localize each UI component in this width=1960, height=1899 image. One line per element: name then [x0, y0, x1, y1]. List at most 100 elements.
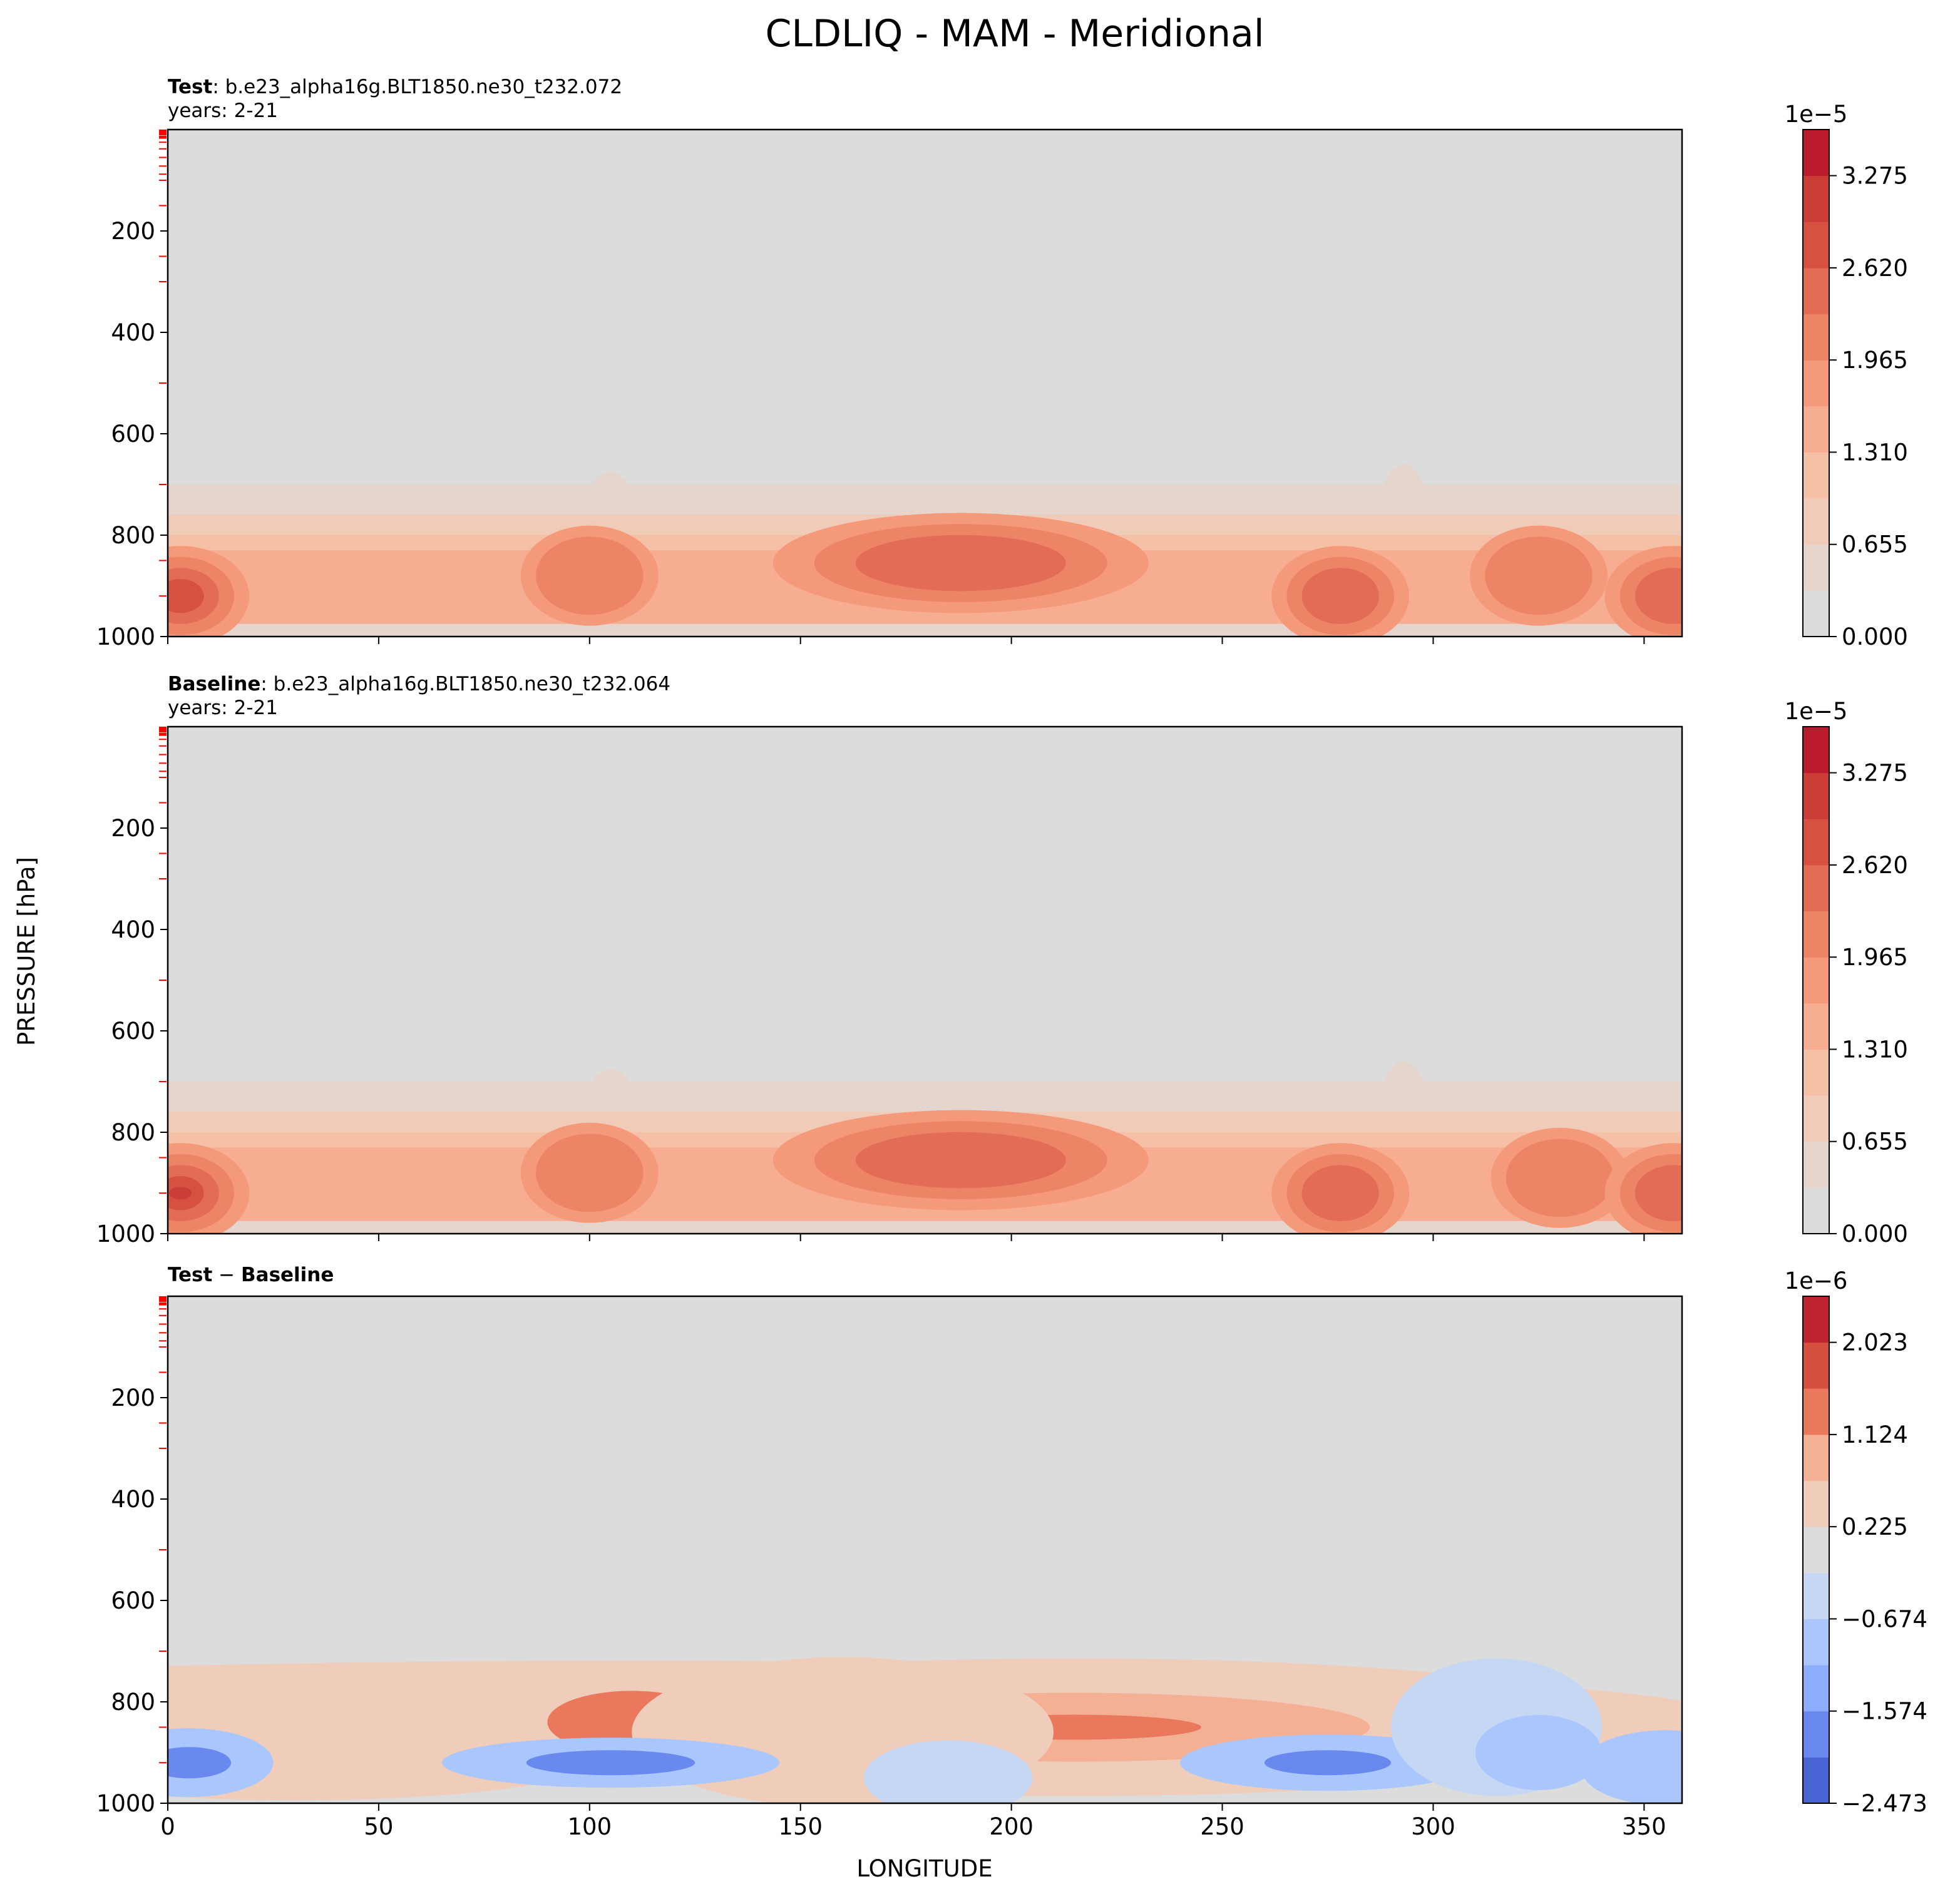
colorbar-tick-label: 0.655 — [1842, 531, 1908, 558]
colorbar-level — [1803, 590, 1829, 637]
colorbar-tick-label: 0.000 — [1842, 1221, 1908, 1247]
colorbar-frame — [1802, 1296, 1830, 1804]
contour-blob — [1475, 1715, 1602, 1790]
y-tick-label: 1000 — [96, 623, 155, 650]
colorbar-level — [1803, 175, 1829, 222]
contour-blob — [1264, 1750, 1392, 1776]
contour-band — [168, 623, 1682, 637]
colorbar-tick-label: 0.000 — [1842, 623, 1908, 650]
plot-frame — [167, 128, 1683, 638]
contour-blob — [1634, 568, 1682, 624]
colorbar-level — [1803, 130, 1829, 177]
colorbar-level — [1803, 1757, 1829, 1804]
x-tick-label: 100 — [568, 1813, 612, 1840]
colorbar-frame — [1802, 129, 1830, 637]
contour-peak — [585, 471, 636, 495]
panel-label-bold2: Baseline — [241, 1264, 334, 1286]
colorbar-level — [1803, 498, 1829, 545]
colorbar-level — [1803, 957, 1829, 1004]
x-tick-label: 200 — [989, 1813, 1034, 1840]
colorbar-diff: −2.473 −1.574 −0.674 0.225 1.124 2.023 1e−6 — [1785, 1267, 1927, 1817]
colorbar-level — [1803, 1049, 1829, 1096]
contour-blob — [1634, 1165, 1682, 1221]
x-tick-label: 300 — [1411, 1813, 1455, 1840]
plot-frame — [167, 725, 1683, 1235]
panel-title: Test − Baseline — [168, 1264, 334, 1286]
colorbar-tick-label: 1.965 — [1842, 944, 1908, 971]
panel-label-rest: : b.e23_alpha16g.BLT1850.ne30_t232.072 — [212, 76, 622, 98]
colorbar-tick-label: 0.655 — [1842, 1129, 1908, 1155]
colorbar-level — [1803, 1434, 1829, 1482]
colorbar-exponent: 1e−5 — [1785, 698, 1848, 725]
y-tick-label: 400 — [111, 319, 155, 346]
panel-label-rest: : b.e23_alpha16g.BLT1850.ne30_t232.064 — [260, 673, 670, 695]
y-tick-label: 400 — [111, 1486, 155, 1513]
x-tick-label: 350 — [1622, 1813, 1666, 1840]
y-tick-label: 400 — [111, 916, 155, 943]
y-tick-label: 1000 — [96, 1790, 155, 1817]
colorbar-baseline: 0.000 0.655 1.310 1.965 2.620 3.275 1e−5 — [1785, 698, 1908, 1247]
plot-frame — [167, 1295, 1683, 1804]
y-tick-label: 1000 — [96, 1221, 155, 1247]
colorbar-level — [1803, 544, 1829, 591]
y-tick-label: 800 — [111, 522, 155, 549]
contour-blob — [1506, 1139, 1614, 1217]
contour-blob — [168, 1725, 590, 1801]
colorbar-exponent: 1e−5 — [1785, 101, 1848, 128]
y-tick-label: 600 — [111, 421, 155, 448]
colorbar-level — [1803, 267, 1829, 315]
colorbar-level — [1803, 727, 1829, 774]
colorbar-level — [1803, 406, 1829, 453]
colorbar-tick-label: 0.225 — [1842, 1513, 1908, 1540]
y-tick-label: 200 — [111, 1385, 155, 1411]
panel-years: years: 2-21 — [168, 100, 278, 122]
contour-field — [168, 130, 1682, 637]
contour-blob — [536, 1134, 644, 1212]
x-tick-label: 50 — [364, 1813, 393, 1840]
colorbar-level — [1803, 360, 1829, 407]
contour-peak — [1378, 1061, 1429, 1092]
panel-label-bold: Baseline — [168, 673, 260, 695]
panel-test: 200 400 600 800 1000 Test: b.e23_alpha16g.BLT… — [96, 76, 1908, 650]
colorbar-level — [1803, 1388, 1829, 1435]
colorbar-level — [1803, 1711, 1829, 1758]
y-tick-label: 600 — [111, 1018, 155, 1045]
y-tick-label: 200 — [111, 218, 155, 245]
colorbar-tick-label: −2.473 — [1842, 1790, 1927, 1817]
contour-blob — [168, 1747, 232, 1779]
colorbar-tick-label: 1.965 — [1842, 347, 1908, 374]
colorbar-level — [1803, 1187, 1829, 1234]
colorbar-level — [1803, 1480, 1829, 1527]
y-tick-label: 200 — [111, 815, 155, 842]
y-tick-label: 600 — [111, 1587, 155, 1614]
panel-title: Test: b.e23_alpha16g.BLT1850.ne30_t232.0… — [168, 76, 622, 98]
colorbar-level — [1803, 1342, 1829, 1389]
colorbar-level — [1803, 819, 1829, 866]
colorbar-level — [1803, 772, 1829, 819]
colorbar-test: 0.000 0.655 1.310 1.965 2.620 3.275 1e−5 — [1785, 101, 1908, 650]
panel-label-op: − — [212, 1264, 241, 1286]
colorbar-tick-label: 3.275 — [1842, 163, 1908, 190]
x-axis-label: LONGITUDE — [856, 1855, 992, 1882]
contour-peak — [1378, 464, 1429, 495]
colorbar-tick-label: 3.275 — [1842, 760, 1908, 787]
colorbar-frame — [1802, 726, 1830, 1234]
colorbar-exponent: 1e−6 — [1785, 1267, 1848, 1294]
colorbar-level — [1803, 222, 1829, 269]
contour-blob — [855, 535, 1066, 591]
colorbar-level — [1803, 314, 1829, 361]
contour-blob — [526, 1750, 695, 1776]
contour-band — [168, 1221, 1682, 1234]
y-tick-label: 800 — [111, 1689, 155, 1716]
colorbar-tick-label: −0.674 — [1842, 1605, 1927, 1632]
panel-label-bold: Test — [168, 76, 213, 98]
x-tick-label: 150 — [778, 1813, 823, 1840]
colorbar-level — [1803, 1095, 1829, 1142]
colorbar-tick-label: −1.574 — [1842, 1698, 1927, 1725]
colorbar-level — [1803, 864, 1829, 912]
colorbar-level — [1803, 911, 1829, 958]
colorbar-level — [1803, 1619, 1829, 1666]
colorbar-tick-label: 2.620 — [1842, 255, 1908, 282]
contour-field — [168, 727, 1682, 1234]
